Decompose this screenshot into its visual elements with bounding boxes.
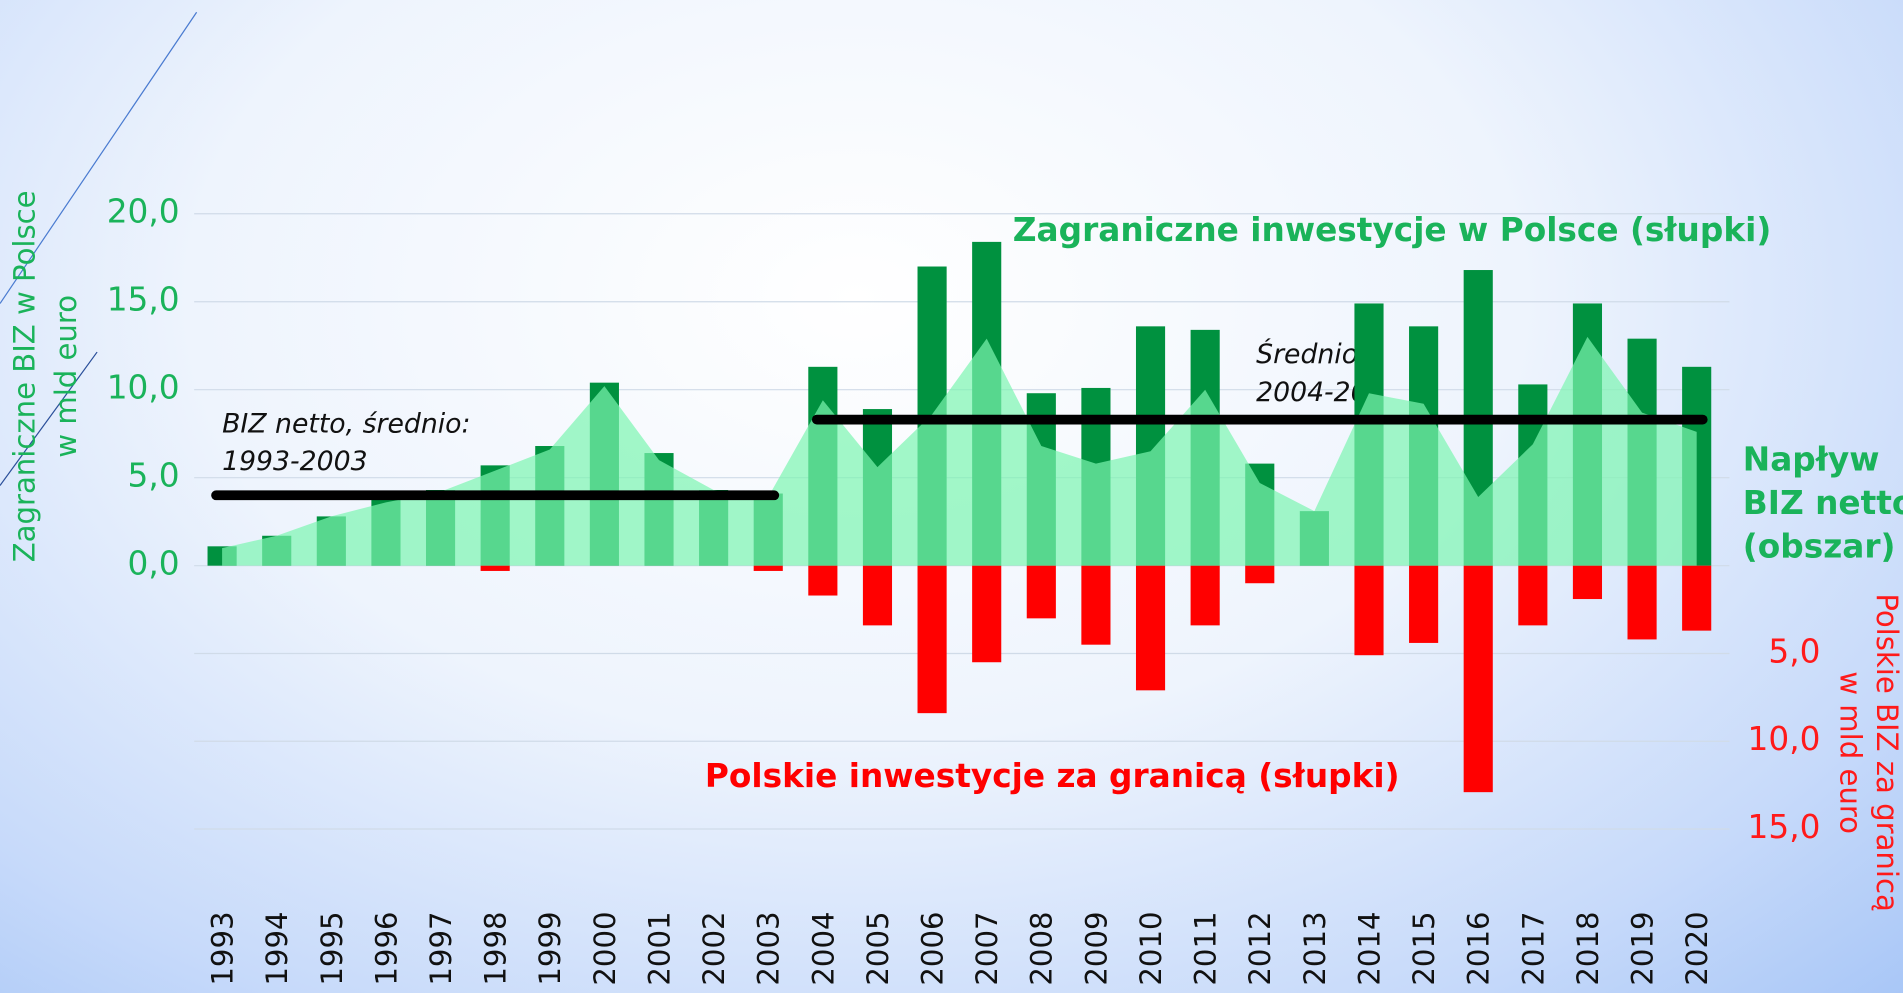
y2-tick-label: 10,0 — [1748, 720, 1821, 758]
bar — [917, 565, 947, 714]
area — [222, 336, 1697, 566]
x-tick-label: 2000 — [588, 912, 622, 986]
x-tick-label: 2013 — [1298, 912, 1332, 986]
bar — [808, 565, 838, 596]
x-tick-label: 2007 — [970, 912, 1004, 986]
x-tick-label: 2002 — [697, 912, 731, 986]
y-tick-label: 10,0 — [107, 369, 180, 407]
bar — [480, 565, 510, 571]
reference-label: 1993-2003 — [222, 446, 367, 477]
series-title: Zagraniczne inwestycje w Polsce (słupki) — [1013, 211, 1771, 249]
y2-axis-label: Polskie BIZ za granicą — [1870, 593, 1903, 911]
y-tick-label: 5,0 — [128, 457, 180, 495]
x-tick-label: 2005 — [861, 912, 895, 986]
y2-axis-label: w mld euro — [1833, 671, 1867, 834]
x-tick-label: 2020 — [1680, 912, 1714, 986]
reference-label: BIZ netto, średnio: — [222, 408, 470, 439]
series-title: Polskie inwestycje za granicą (słupki) — [705, 757, 1400, 795]
area-label: (obszar) — [1743, 528, 1896, 566]
area-label: BIZ netto — [1743, 484, 1903, 522]
x-tick-label: 2014 — [1352, 912, 1386, 986]
x-tick-label: 1995 — [315, 912, 349, 986]
x-tick-label: 2003 — [752, 912, 786, 986]
x-tick-label: 2019 — [1625, 912, 1659, 986]
bar — [1463, 565, 1493, 793]
bar — [862, 565, 893, 626]
x-tick-label: 2018 — [1571, 912, 1605, 986]
x-tick-label: 1994 — [260, 912, 294, 986]
bar — [1135, 565, 1166, 691]
x-tick-label: 2011 — [1189, 912, 1223, 986]
y2-tick-label: 15,0 — [1748, 808, 1821, 846]
bar — [1026, 565, 1056, 619]
x-tick-label: 2017 — [1516, 912, 1550, 986]
bar — [1409, 565, 1439, 643]
x-tick-label: 2004 — [806, 912, 840, 986]
bar — [1518, 565, 1548, 626]
bar — [1354, 565, 1384, 656]
x-tick-label: 1999 — [533, 912, 567, 986]
x-tick-label: 2009 — [1079, 912, 1113, 986]
x-tick-label: 1996 — [369, 912, 403, 986]
decor-line — [0, 351, 98, 486]
x-tick-label: 1998 — [479, 912, 513, 986]
x-tick-label: 1997 — [424, 912, 458, 986]
bar — [1627, 565, 1657, 640]
reference-label: 2004-20 — [1256, 377, 1368, 408]
decor-line — [0, 11, 198, 304]
x-tick-label: 2012 — [1243, 912, 1277, 986]
x-tick-label: 1993 — [206, 912, 240, 986]
y-tick-label: 20,0 — [107, 193, 180, 231]
bar — [1572, 565, 1603, 600]
reference-label: Średnio: — [1256, 338, 1367, 370]
y-tick-label: 0,0 — [128, 545, 180, 583]
x-tick-label: 2001 — [642, 912, 676, 986]
x-tick-label: 2016 — [1462, 912, 1496, 986]
y-axis-label: w mld euro — [49, 295, 83, 458]
bar — [972, 565, 1002, 663]
bar — [753, 565, 783, 571]
x-tick-label: 2008 — [1025, 912, 1059, 986]
x-tick-label: 2006 — [916, 912, 950, 986]
y2-tick-label: 5,0 — [1768, 632, 1820, 670]
bar — [1245, 565, 1275, 584]
bar — [1190, 565, 1220, 626]
bar — [1081, 565, 1111, 645]
x-tick-label: 2015 — [1407, 912, 1441, 986]
y-tick-label: 15,0 — [107, 281, 180, 319]
area-label: Napływ — [1743, 440, 1880, 478]
y-axis-label: Zagraniczne BIZ w Polsce — [8, 190, 42, 562]
bar — [1682, 565, 1712, 631]
x-tick-label: 2010 — [1134, 912, 1168, 986]
